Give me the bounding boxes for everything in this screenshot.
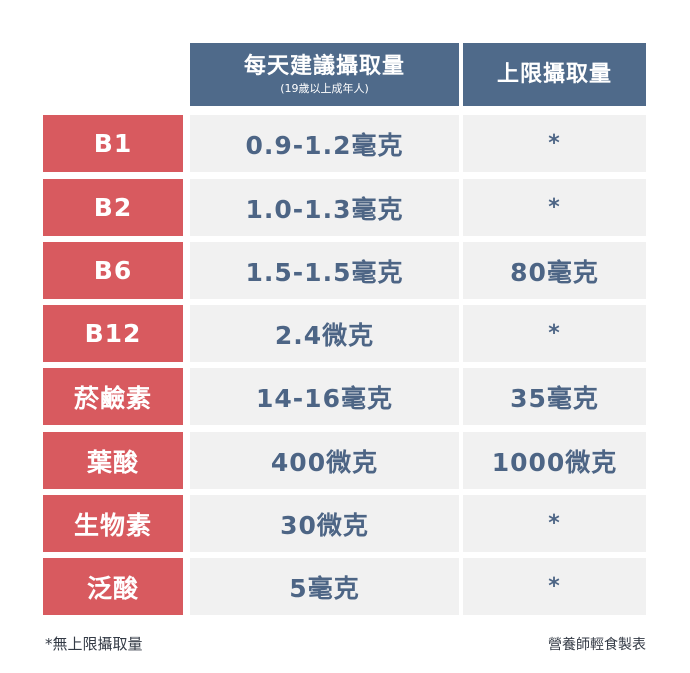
row-limit-b6: 80毫克 (463, 242, 646, 299)
row-daily-niacin: 14-16毫克 (190, 368, 459, 425)
row-label-pantothenic: 泛酸 (43, 558, 183, 615)
row-label-b12: B12 (43, 305, 183, 362)
row-limit-pantothenic: * (463, 558, 646, 615)
row-daily-biotin: 30微克 (190, 495, 459, 552)
row-daily-folate: 400微克 (190, 432, 459, 489)
row-label-b6: B6 (43, 242, 183, 299)
row-label-b1: B1 (43, 115, 183, 172)
row-label-niacin: 菸鹼素 (43, 368, 183, 425)
row-limit-b12: * (463, 305, 646, 362)
row-limit-b1: * (463, 115, 646, 172)
row-limit-niacin: 35毫克 (463, 368, 646, 425)
row-daily-b2: 1.0-1.3毫克 (190, 179, 459, 236)
row-limit-biotin: * (463, 495, 646, 552)
footnote: *無上限攝取量 (45, 635, 143, 653)
row-limit-b2: * (463, 179, 646, 236)
row-label-folate: 葉酸 (43, 432, 183, 489)
header-upper-limit-title: 上限攝取量 (496, 61, 612, 87)
row-limit-folate: 1000微克 (463, 432, 646, 489)
row-daily-b1: 0.9-1.2毫克 (190, 115, 459, 172)
header-upper-limit: 上限攝取量 (463, 43, 646, 106)
header-daily-intake-title: 每天建議攝取量 (243, 53, 405, 79)
header-daily-intake-subtitle: (19歲以上成年人) (280, 81, 369, 95)
row-label-biotin: 生物素 (43, 495, 183, 552)
header-daily-intake: 每天建議攝取量 (19歲以上成年人) (190, 43, 459, 106)
credit-text: 營養師輕食製表 (548, 637, 646, 653)
row-daily-b6: 1.5-1.5毫克 (190, 242, 459, 299)
row-label-b2: B2 (43, 179, 183, 236)
row-daily-pantothenic: 5毫克 (190, 558, 459, 615)
row-daily-b12: 2.4微克 (190, 305, 459, 362)
